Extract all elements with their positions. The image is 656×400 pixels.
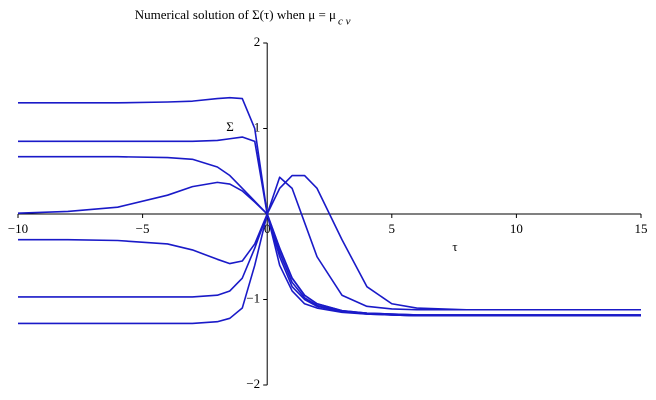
series-line (18, 213, 641, 325)
chart-title-subscript: c v (338, 16, 351, 28)
series-line (18, 96, 641, 317)
x-tick-label: −10 (8, 221, 28, 236)
x-axis-label: τ (452, 239, 457, 254)
x-tick-label: 5 (389, 221, 396, 236)
y-tick-label: 2 (254, 34, 261, 49)
x-tick-label: 0 (264, 221, 271, 236)
x-tick-label: −5 (136, 221, 150, 236)
y-tick-label: −2 (246, 376, 260, 391)
y-tick-label: 1 (254, 119, 261, 134)
series-line (17, 181, 641, 317)
series-line (18, 155, 641, 316)
x-tick-label: 15 (635, 221, 648, 236)
series-line (18, 176, 641, 311)
y-tick-label: −1 (246, 290, 260, 305)
y-axis-label: Σ (226, 119, 234, 134)
chart-title: Numerical solution of Σ(τ) when μ = μ (135, 7, 336, 22)
series-line (18, 136, 641, 316)
x-tick-label: 10 (510, 221, 523, 236)
series-line (18, 174, 641, 311)
